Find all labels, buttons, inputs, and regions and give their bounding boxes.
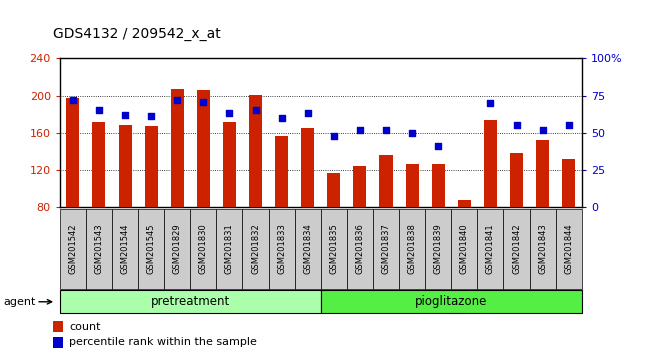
Text: count: count	[69, 321, 100, 332]
Bar	[504, 209, 530, 289]
Point	[120, 112, 130, 118]
Bar	[380, 155, 393, 207]
Bar	[406, 164, 419, 207]
Bar	[92, 122, 105, 207]
Bar	[373, 209, 399, 289]
Text: GSM201829: GSM201829	[173, 223, 182, 274]
Point	[198, 99, 209, 104]
Text: GDS4132 / 209542_x_at: GDS4132 / 209542_x_at	[53, 27, 221, 41]
Point	[512, 122, 522, 128]
Bar	[458, 200, 471, 207]
Point	[302, 110, 313, 116]
Bar	[275, 136, 288, 207]
Bar	[294, 209, 321, 289]
Text: GSM201844: GSM201844	[564, 223, 573, 274]
Bar	[562, 159, 575, 207]
Bar	[164, 209, 190, 289]
Bar	[118, 125, 131, 207]
Bar	[190, 209, 216, 289]
Point	[407, 130, 417, 136]
Point	[433, 143, 443, 149]
Bar	[60, 209, 86, 289]
Bar	[268, 209, 294, 289]
Point	[250, 108, 261, 113]
Bar	[216, 209, 242, 289]
Bar	[354, 166, 367, 207]
Text: GSM201841: GSM201841	[486, 223, 495, 274]
Bar	[536, 140, 549, 207]
Bar	[53, 321, 63, 332]
Bar	[399, 209, 425, 289]
Bar	[53, 337, 63, 348]
Point	[485, 100, 495, 106]
Text: GSM201834: GSM201834	[304, 223, 312, 274]
Text: percentile rank within the sample: percentile rank within the sample	[69, 337, 257, 347]
Bar	[249, 95, 262, 207]
Text: GSM201843: GSM201843	[538, 223, 547, 274]
Point	[172, 97, 183, 103]
Bar	[171, 89, 184, 207]
Text: GSM201830: GSM201830	[199, 223, 208, 274]
Point	[329, 133, 339, 138]
Text: GSM201839: GSM201839	[434, 223, 443, 274]
Bar	[223, 122, 236, 207]
Bar	[556, 209, 582, 289]
Point	[146, 114, 157, 119]
Bar	[197, 90, 210, 207]
Bar	[347, 209, 373, 289]
Bar	[530, 209, 556, 289]
Text: pretreatment: pretreatment	[151, 295, 230, 308]
Bar	[321, 209, 347, 289]
Point	[355, 127, 365, 133]
Point	[68, 97, 78, 103]
Bar	[425, 209, 451, 289]
Text: GSM201842: GSM201842	[512, 223, 521, 274]
Text: GSM201835: GSM201835	[330, 223, 338, 274]
Bar	[484, 120, 497, 207]
Bar	[301, 128, 314, 207]
Text: GSM201545: GSM201545	[147, 223, 155, 274]
Bar	[66, 98, 79, 207]
Bar	[112, 209, 138, 289]
Bar	[451, 209, 477, 289]
Bar	[510, 153, 523, 207]
Text: GSM201837: GSM201837	[382, 223, 391, 274]
Text: GSM201543: GSM201543	[94, 223, 103, 274]
Point	[538, 127, 548, 133]
Text: GSM201831: GSM201831	[225, 223, 234, 274]
Text: GSM201833: GSM201833	[277, 223, 286, 274]
Text: GSM201838: GSM201838	[408, 223, 417, 274]
Bar	[138, 209, 164, 289]
Point	[564, 122, 574, 128]
Point	[276, 115, 287, 121]
Text: pioglitazone: pioglitazone	[415, 295, 488, 308]
Bar	[86, 209, 112, 289]
Text: GSM201840: GSM201840	[460, 223, 469, 274]
Bar	[432, 164, 445, 207]
Bar	[328, 173, 341, 207]
Point	[381, 127, 391, 133]
Text: GSM201836: GSM201836	[356, 223, 365, 274]
Bar	[477, 209, 504, 289]
Bar	[144, 126, 158, 207]
Text: GSM201544: GSM201544	[120, 223, 129, 274]
Bar	[321, 290, 582, 313]
Text: GSM201542: GSM201542	[68, 223, 77, 274]
Point	[94, 108, 104, 113]
Text: agent: agent	[3, 297, 36, 307]
Bar	[60, 290, 321, 313]
Text: GSM201832: GSM201832	[251, 223, 260, 274]
Point	[224, 110, 235, 116]
Bar	[242, 209, 268, 289]
